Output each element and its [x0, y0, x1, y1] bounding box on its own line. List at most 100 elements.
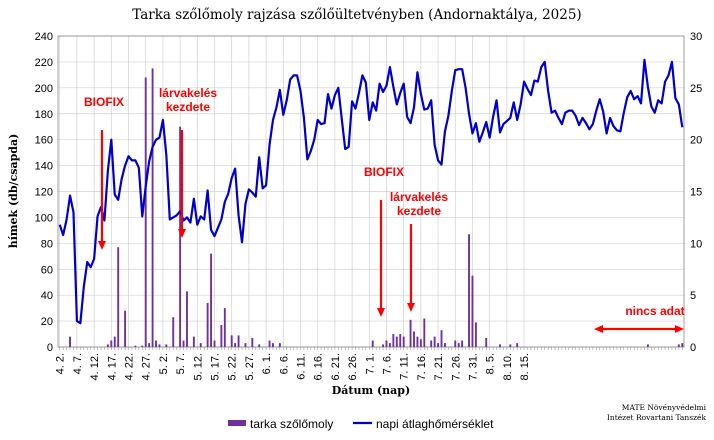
x-tick-label: 6. 6. [278, 353, 290, 374]
annotation-larvakeles-1-arrow-head [178, 229, 186, 238]
annotation-larvakeles-2: lárvakelés [390, 190, 448, 204]
bar [395, 336, 398, 347]
bar [192, 336, 195, 347]
bar [141, 345, 144, 347]
x-axis-label: Dátum (nap) [332, 384, 410, 397]
bar [213, 340, 216, 347]
y-left-tick-label: 200 [35, 83, 53, 95]
y-right-tick-label: 25 [690, 83, 702, 95]
x-tick-label: 5. 12. [192, 353, 204, 381]
annotation-nincs-adat: nincs adat [625, 304, 684, 318]
bar [148, 343, 151, 347]
x-tick-label: 4. 7. [72, 353, 84, 374]
y-left-tick-label: 40 [41, 290, 53, 302]
annotation-larvakeles-1: kezdete [166, 100, 210, 114]
bar [516, 343, 519, 347]
legend-swatch-bar [228, 420, 246, 426]
x-tick-label: 8. 15. [519, 353, 531, 381]
bar [440, 330, 443, 347]
bar [385, 340, 388, 347]
axes-layer: 0 20 40 60 80 100 120 140 160 180 200 220 240 0 5 10 15 2… [35, 31, 703, 381]
x-tick-label: 4. 22. [124, 353, 136, 381]
x-tick-label: 6. 1. [261, 353, 273, 374]
x-tick-label: 5. 2. [158, 353, 170, 374]
bar [69, 336, 71, 347]
bar [151, 68, 154, 348]
bar [206, 302, 209, 347]
bar [230, 335, 233, 347]
bar [237, 335, 240, 347]
x-tick-label: 5. 7. [175, 353, 187, 374]
bar [199, 343, 202, 347]
y-left-tick-label: 220 [35, 57, 53, 69]
bar [485, 337, 488, 347]
x-tick-label: 7. 11. [399, 353, 411, 380]
y-left-tick-label: 140 [35, 161, 53, 173]
legend-label-bar: tarka szőlőmoly [250, 417, 333, 431]
x-tick-label: 6. 11. [295, 353, 307, 380]
legend: tarka szőlőmoly napi átlaghőmérséklet [228, 417, 494, 431]
y-left-tick-label: 20 [41, 316, 53, 328]
bar [509, 344, 512, 347]
bar [646, 344, 649, 347]
x-tick-label: 7. 16. [416, 353, 428, 381]
bar [474, 322, 477, 347]
bar [223, 308, 226, 348]
annotations-layer: BIOFIXlárvakeléskezdeteBIOFIXlárvakelésk… [84, 86, 685, 333]
annotation-biofix-1-arrow-head [98, 241, 106, 250]
plot-area-frame [57, 35, 685, 348]
x-tick-label: 4. 17. [106, 353, 118, 381]
bar [461, 340, 464, 347]
bar [499, 344, 501, 347]
annotation-biofix-2: BIOFIX [364, 165, 404, 179]
y-axis-label: hímek (db/csapda) [7, 134, 20, 249]
x-tick-label: 7. 6. [381, 353, 393, 374]
chart-title: Tarka szőlőmoly rajzása szőlőültetvénybe… [132, 7, 581, 23]
bar [423, 318, 426, 347]
source-line-1: MATE Növényvédelmi [622, 403, 707, 412]
x-tick-label: 8. 5. [485, 353, 497, 374]
x-tick-label: 7. 26. [450, 353, 462, 381]
bar [268, 340, 271, 347]
x-tick-label: 4. 12. [89, 353, 101, 381]
source-note: MATE Növényvédelmi Intézet Rovartani Tan… [607, 403, 707, 422]
x-tick-label: 6. 26. [347, 353, 359, 381]
bar [272, 343, 274, 347]
y-right-tick-label: 30 [690, 31, 702, 43]
x-tick-label: 6. 16. [313, 353, 325, 381]
bar [382, 344, 384, 347]
bar [409, 319, 412, 347]
source-line-2: Intézet Rovartani Tanszék [607, 413, 707, 422]
bar [234, 343, 237, 347]
bar [251, 337, 254, 347]
bars-layer [69, 68, 684, 348]
bar [110, 340, 113, 347]
bar [399, 334, 402, 347]
bar [392, 334, 395, 347]
bar [179, 126, 182, 348]
x-tick-label: 4. 2. [55, 353, 67, 374]
bar [433, 336, 436, 347]
bar [471, 275, 474, 347]
y-right-tick-label: 20 [690, 135, 702, 147]
bar [113, 336, 116, 347]
bar [124, 310, 127, 347]
y-left-tick-label: 100 [35, 212, 53, 224]
y-left-tick-label: 160 [35, 135, 53, 147]
bar [454, 340, 457, 347]
bar [416, 336, 419, 347]
annotation-biofix-1: BIOFIX [84, 95, 124, 109]
annotation-larvakeles-2: kezdete [397, 204, 441, 218]
x-tick-label: 4. 27. [141, 353, 153, 381]
bar [244, 343, 247, 347]
y-right-tick-label: 15 [690, 187, 702, 199]
bar [186, 291, 188, 347]
bar [182, 340, 185, 347]
bar [155, 340, 157, 347]
annotation-nincs-adat-head-right [675, 325, 684, 333]
y-left-tick-label: 240 [35, 31, 53, 43]
bar [419, 339, 422, 347]
legend-label-line: napi átlaghőmérséklet [376, 417, 494, 431]
